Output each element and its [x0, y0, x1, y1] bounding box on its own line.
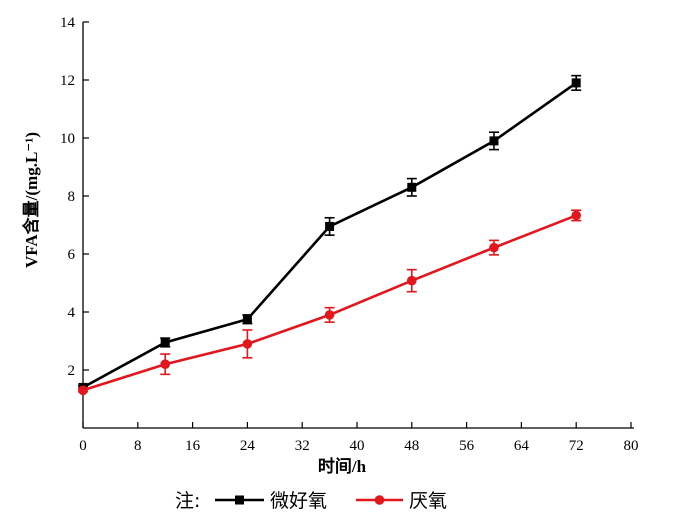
x-tick-label: 0: [79, 438, 87, 454]
data-point-circle: [160, 359, 170, 370]
data-point-circle: [324, 310, 335, 320]
axes: [82, 22, 634, 429]
y-tick-label: 2: [68, 363, 76, 379]
data-point-circle: [78, 385, 88, 396]
y-ticks: 2 4 6 8 10 12 14: [60, 15, 89, 379]
x-tick-label: 8: [134, 438, 142, 454]
series-line: [82, 214, 577, 392]
x-axis-title: 时间/h: [318, 456, 367, 476]
y-axis-title: VFA含量/(mg.L⁻¹): [21, 132, 41, 268]
y-tick-label: 6: [68, 247, 76, 263]
legend-marker-square: [235, 495, 244, 505]
data-point-square: [571, 78, 581, 88]
x-tick-label: 24: [240, 438, 256, 454]
y-tick-label: 12: [60, 73, 75, 89]
x-tick-label: 56: [459, 438, 475, 454]
legend-marker-circle: [374, 495, 385, 505]
x-tick-label: 48: [404, 438, 419, 454]
data-point-circle: [489, 242, 499, 253]
x-tick-label: 32: [295, 438, 310, 454]
data-point-square: [242, 314, 252, 324]
data-point-circle: [571, 210, 581, 221]
y-tick-label: 14: [60, 15, 76, 31]
x-tick-label: 64: [514, 438, 530, 454]
series-layer: [78, 74, 582, 396]
legend: 注: 微好氧 厌氧: [175, 490, 447, 512]
x-ticks: 0 8 16 24 32 40 48 56 64 72 80: [79, 422, 639, 454]
data-point-square: [160, 337, 170, 347]
y-tick-label: 4: [68, 305, 76, 321]
x-tick-label: 16: [185, 438, 201, 454]
y-tick-label: 8: [68, 189, 76, 205]
legend-label: 厌氧: [409, 490, 447, 512]
legend-label: 微好氧: [270, 490, 327, 512]
data-point-square: [325, 221, 335, 231]
data-point-circle: [242, 339, 253, 349]
x-tick-label: 72: [569, 438, 584, 454]
data-point-square: [489, 136, 499, 146]
data-point-square: [407, 182, 417, 192]
x-tick-label: 40: [350, 438, 365, 454]
legend-prefix: 注:: [175, 490, 200, 512]
x-tick-label: 80: [624, 438, 639, 454]
y-tick-label: 10: [60, 131, 75, 147]
data-point-circle: [407, 275, 417, 286]
